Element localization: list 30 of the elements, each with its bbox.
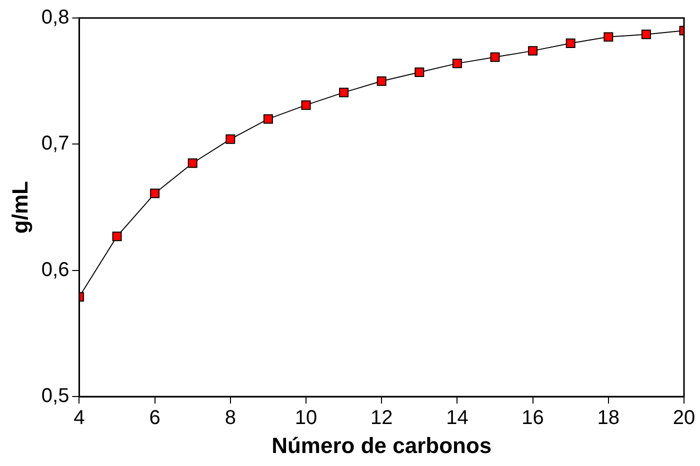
x-axis-title: Número de carbonos [272,432,492,458]
point [112,232,122,242]
x-tick-label: 18 [597,407,620,430]
point [188,158,198,168]
point [339,88,349,98]
point [528,46,538,56]
point [566,38,576,48]
x-tick-label: 6 [149,407,160,430]
point [226,134,236,144]
y-tick-label: 0,7 [41,132,70,155]
point [490,52,500,62]
y-tick-label: 0,8 [41,6,70,29]
x-tick-label: 14 [446,407,468,430]
x-tick-label: 4 [74,407,85,430]
x-tick-label: 20 [672,407,696,430]
y-tick-label: 0,5 [41,385,70,408]
point [641,30,651,40]
point [414,68,424,78]
point [263,114,273,124]
y-axis-title: g/mL [7,181,32,234]
x-tick-label: 10 [294,407,318,430]
y-tick-label: 0,6 [41,258,70,281]
x-tick-label: 8 [224,407,236,430]
point [150,188,160,198]
point [604,32,614,42]
x-tick-label: 12 [370,407,393,430]
point [452,58,462,68]
point [376,76,386,86]
x-tick-label: 16 [522,407,544,430]
point [301,100,311,110]
